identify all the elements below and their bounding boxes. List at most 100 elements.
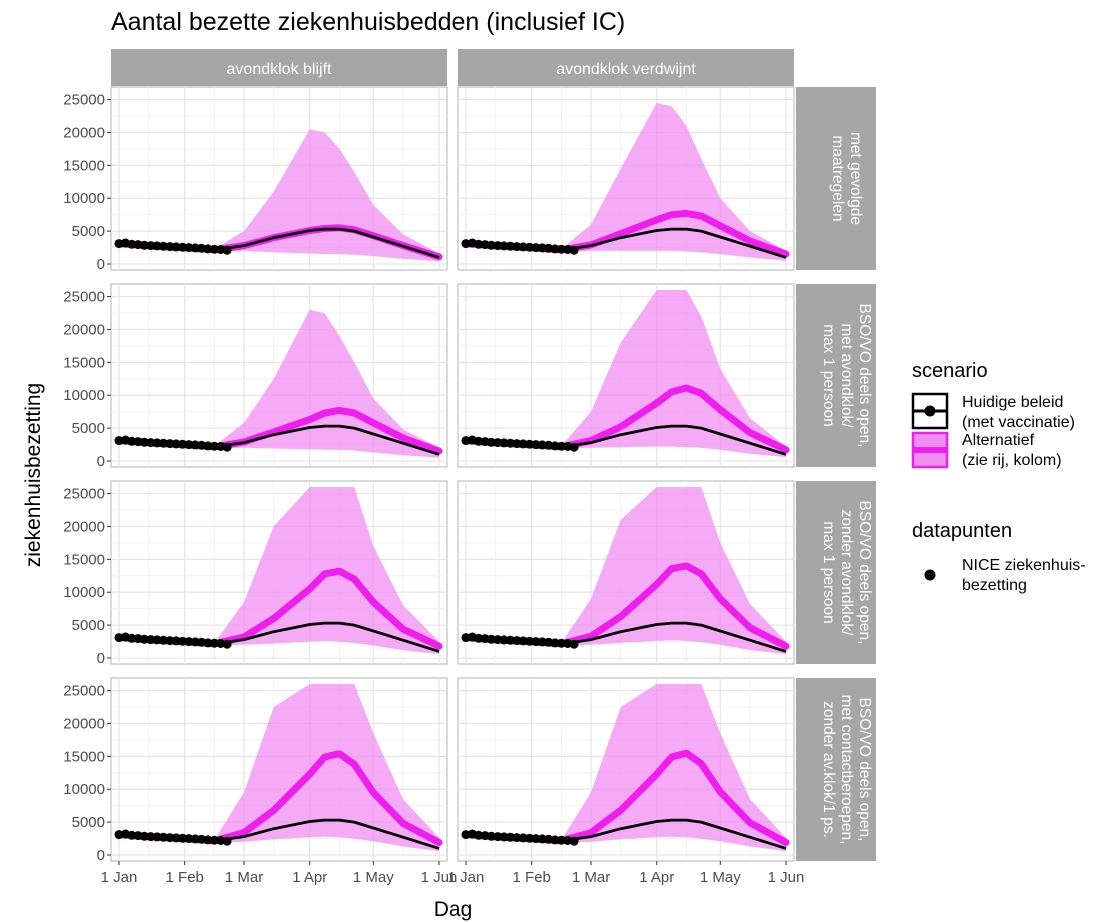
alternatief-ribbon: [466, 290, 786, 458]
row-strip: BSO/VO deels open,met avondklok/max 1 pe…: [796, 284, 876, 467]
nice-data-point: [159, 832, 168, 842]
facet-panel: 0 5000 10000 15000 20000 25000: [63, 480, 448, 667]
y-tick-label: 25000: [63, 683, 105, 700]
legend-key-point: [924, 569, 936, 581]
legend-label: bezetting: [962, 577, 1027, 594]
nice-data-point: [531, 834, 541, 844]
nice-data-point: [486, 831, 496, 841]
nice-data-point: [550, 441, 560, 451]
nice-data-point: [474, 239, 484, 249]
nice-data-point: [127, 436, 137, 446]
panel-data: [114, 487, 443, 655]
nice-data-point: [518, 242, 528, 252]
panel-data: [114, 309, 443, 458]
nice-data-point: [506, 438, 515, 448]
nice-data-point: [127, 633, 137, 643]
panel-data: [461, 102, 790, 261]
nice-data-point: [506, 241, 515, 251]
y-tick-label: 20000: [63, 321, 105, 338]
y-tick-label: 0: [97, 256, 105, 273]
alternatief-ribbon: [119, 487, 439, 655]
x-tick-label: 1 Jun: [421, 869, 458, 886]
nice-data-point: [486, 437, 496, 447]
facet-panel: [457, 86, 795, 271]
alternatief-ribbon: [119, 309, 439, 458]
row-strip-label: BSO/VO deels open,: [856, 501, 873, 645]
legend: scenario Huidige beleid (met vaccinatie)A…: [911, 360, 1086, 594]
x-tick-label: 1 Jun: [768, 869, 805, 886]
y-axis-label: ziekenhuisbezetting: [22, 383, 45, 567]
legend-title-datapunten: datapunten: [912, 520, 1012, 542]
nice-data-point: [127, 239, 137, 249]
nice-data-point: [518, 833, 528, 843]
nice-data-point: [550, 638, 560, 648]
nice-data-point: [152, 241, 162, 251]
column-strip: avondklok verdwijnt: [458, 49, 794, 86]
legend-item-huidig: Huidige beleid (met vaccinatie): [911, 392, 1075, 431]
x-tick-label: 1 May: [353, 869, 394, 886]
panel-data: [461, 290, 790, 458]
nice-data-point: [152, 438, 162, 448]
nice-data-point: [499, 832, 509, 842]
legend-label: NICE ziekenhuis-: [962, 557, 1086, 574]
nice-data-point: [531, 637, 541, 647]
nice-data-point: [222, 442, 232, 452]
alternatief-ribbon: [466, 487, 786, 655]
y-tick-label: 5000: [72, 223, 105, 240]
nice-data-point: [159, 241, 168, 251]
nice-data-point: [139, 437, 149, 447]
panel-data: [461, 487, 790, 655]
y-tick-label: 5000: [72, 420, 105, 437]
facet-panel: [457, 480, 795, 665]
nice-data-point: [139, 240, 149, 250]
nice-data-point: [222, 245, 232, 255]
y-tick-label: 10000: [63, 387, 105, 404]
nice-data-point: [203, 835, 213, 845]
column-strip-label: avondklok verdwijnt: [556, 61, 696, 78]
x-tick-label: 1 Feb: [166, 869, 204, 886]
facet-panel: 0 5000 10000 15000 20000 25000 1 Jan 1 Feb 1 Mar…: [63, 677, 458, 886]
row-strip-bg: [796, 284, 876, 467]
y-tick-label: 5000: [72, 814, 105, 831]
nice-data-point: [474, 436, 484, 446]
y-tick-label: 0: [97, 847, 105, 864]
y-tick-label: 20000: [63, 715, 105, 732]
nice-data-point: [550, 244, 560, 254]
row-strip-bg: [796, 481, 876, 664]
nice-data-point: [127, 830, 137, 840]
row-strip-label: met contactberoepen,: [838, 695, 855, 845]
chart-title: Aantal bezette ziekenhuisbedden (inclusi…: [111, 8, 625, 36]
x-tick-label: 1 Mar: [572, 869, 610, 886]
row-strip-label: maatregelen: [829, 135, 846, 221]
y-tick-label: 25000: [63, 92, 105, 109]
y-tick-label: 0: [97, 453, 105, 470]
facet-panel: 1 Jan 1 Feb 1 Mar 1 Apr 1 May 1 Jun: [448, 677, 805, 886]
nice-data-point: [152, 635, 162, 645]
alternatief-ribbon: [466, 684, 786, 852]
nice-data-point: [184, 440, 194, 450]
legend-item-nice: NICE ziekenhuis- bezetting: [924, 557, 1086, 594]
y-tick-label: 15000: [63, 748, 105, 765]
panel-data: [114, 684, 443, 852]
nice-data-point: [550, 835, 560, 845]
row-strip-bg: [796, 678, 876, 861]
alternatief-ribbon: [119, 684, 439, 852]
x-tick-label: 1 Apr: [292, 869, 327, 886]
nice-data-point: [499, 635, 509, 645]
nice-data-point: [184, 637, 194, 647]
row-strip-label: BSO/VO deels open,: [856, 304, 873, 448]
nice-data-point: [152, 832, 162, 842]
nice-data-point: [506, 635, 515, 645]
legend-label: (zie rij, kolom): [962, 452, 1062, 469]
y-tick-label: 25000: [63, 486, 105, 503]
nice-data-point: [499, 241, 509, 251]
nice-data-point: [222, 836, 232, 846]
row-strip-label: met avondklok/: [838, 323, 855, 428]
nice-data-point: [171, 833, 181, 843]
nice-data-point: [159, 438, 168, 448]
y-tick-label: 5000: [72, 617, 105, 634]
nice-data-point: [518, 439, 528, 449]
row-strip-label: BSO/VO deels open,: [856, 698, 873, 842]
nice-data-point: [474, 830, 484, 840]
row-strip-label: zonder av.klok/1 ps.: [820, 701, 837, 838]
